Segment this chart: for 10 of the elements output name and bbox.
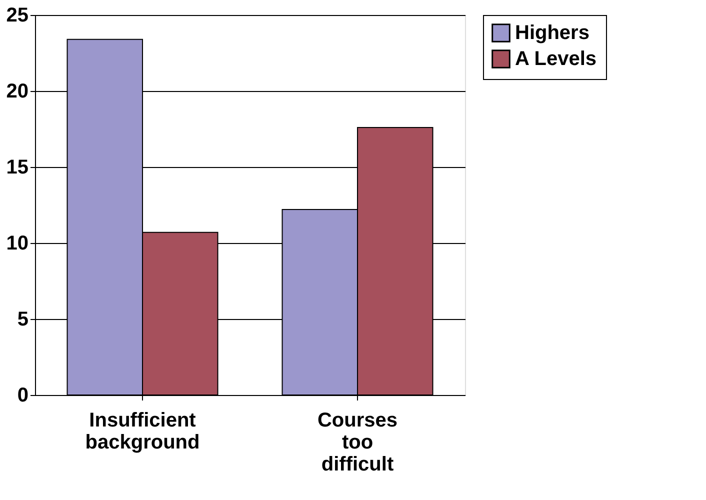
y-tick-label: 25: [6, 4, 28, 26]
y-tick-label: 0: [17, 384, 28, 406]
y-tick-label: 15: [6, 156, 28, 178]
x-tick-label: Insufficient background: [85, 410, 200, 454]
legend-label: A Levels: [515, 48, 597, 70]
y-tick-label: 5: [17, 308, 28, 330]
y-tick-label: 10: [6, 232, 28, 254]
x-tick-label: Courses too difficult: [317, 410, 398, 476]
legend-label: Highers: [515, 22, 590, 44]
y-tick-label: 20: [6, 80, 28, 102]
